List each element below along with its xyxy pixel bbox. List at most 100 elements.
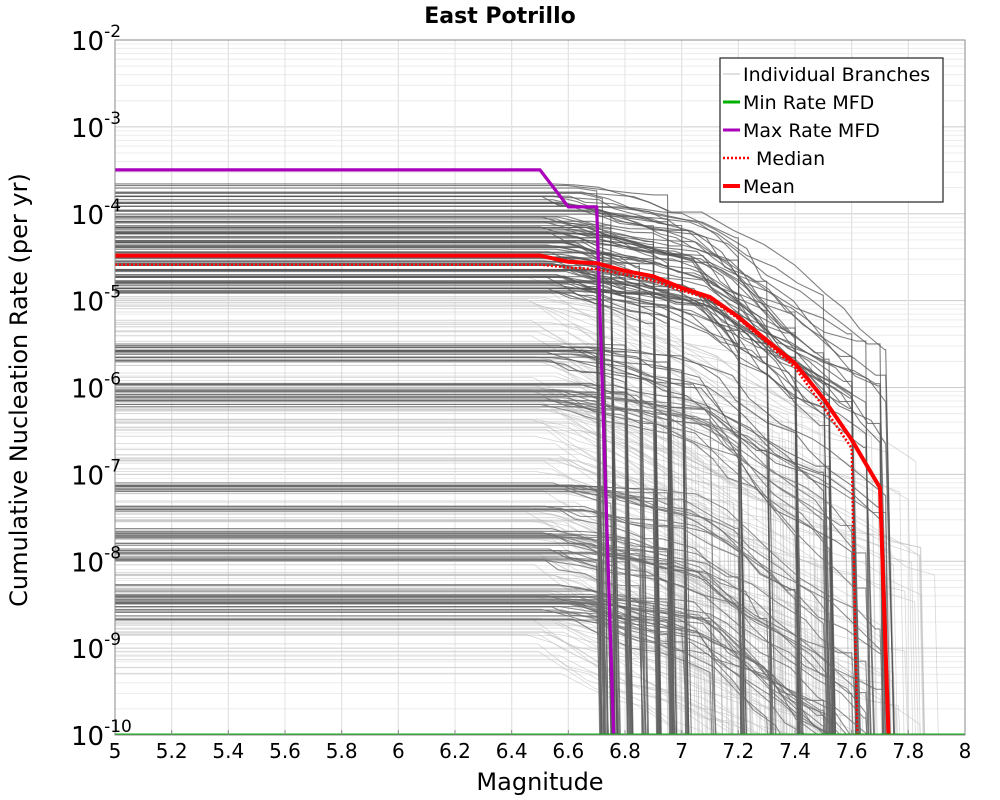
branch-line xyxy=(115,287,857,735)
series-line-max-rate-mfd xyxy=(115,168,616,735)
plot-frame xyxy=(114,39,966,736)
branch-line xyxy=(115,350,888,735)
branch-line xyxy=(115,535,869,735)
branch-line-light xyxy=(115,326,715,735)
branch-line xyxy=(115,598,869,735)
branch-line xyxy=(115,209,799,735)
branch-line-light xyxy=(115,421,743,735)
x-tick-label: 6.8 xyxy=(609,739,641,763)
branch-line xyxy=(115,274,835,735)
branch-line xyxy=(115,232,884,735)
branch-line xyxy=(115,544,869,735)
branch-line-light xyxy=(115,505,724,735)
branch-line xyxy=(115,553,891,735)
x-tick-label: 5.4 xyxy=(212,739,244,763)
branch-line xyxy=(115,353,834,735)
branch-line xyxy=(115,397,859,735)
y-tick-label: 10-2 xyxy=(71,22,121,57)
legend-label: Mean xyxy=(743,176,795,198)
branch-line xyxy=(115,213,771,735)
branch-line xyxy=(115,618,769,735)
branch-line xyxy=(115,395,716,735)
branch-line xyxy=(115,281,885,735)
y-tick-label: 10-3 xyxy=(71,109,121,144)
branch-line xyxy=(115,556,604,735)
x-tick-label: 6.4 xyxy=(496,739,528,763)
branch-line xyxy=(115,485,836,735)
branch-line xyxy=(115,601,825,735)
branch-line xyxy=(115,403,835,735)
branch-line xyxy=(115,237,895,735)
branch-line-light xyxy=(115,297,828,735)
branch-line xyxy=(115,611,782,735)
branch-line xyxy=(115,183,895,735)
branch-line xyxy=(115,603,820,735)
branch-line xyxy=(115,403,804,735)
x-tick-label: 7.6 xyxy=(836,739,868,763)
branch-line-light xyxy=(115,296,752,735)
branch-line xyxy=(115,220,886,735)
y-axis-ticks: 10-2 10-3 10-4 10-5 10-6 10-7 10-8 10-9 10-10 xyxy=(71,22,132,752)
branch-line xyxy=(115,191,745,735)
x-axis-label: Magnitude xyxy=(476,768,603,796)
branch-line xyxy=(115,187,605,735)
branch-line xyxy=(115,508,714,735)
y-tick-label: 10-8 xyxy=(71,543,121,578)
legend-label: Median xyxy=(756,148,825,170)
branch-line xyxy=(115,244,658,735)
branch-line xyxy=(115,551,854,735)
branch-line xyxy=(115,505,889,735)
branch-line xyxy=(115,195,772,735)
legend-box xyxy=(719,57,944,203)
branch-line-light xyxy=(115,331,826,735)
branch-line xyxy=(115,230,834,735)
branch-line xyxy=(115,291,836,735)
y-tick-label: 10-4 xyxy=(71,196,121,231)
branch-line xyxy=(115,397,602,735)
series-line-mean xyxy=(115,253,891,735)
branch-line-light xyxy=(115,321,696,735)
branch-line-light xyxy=(115,380,683,735)
branch-line-light xyxy=(115,633,725,735)
branch-line xyxy=(115,356,607,735)
branch-line xyxy=(115,195,742,735)
x-axis-ticks: 5 5.2 5.4 5.6 5.8 6 6.2 6.4 6.6 6.8 7 7.2 7.4 7.6 7.8 8 xyxy=(109,730,972,763)
x-tick-label: 5.6 xyxy=(269,739,301,763)
branch-line xyxy=(115,246,649,735)
x-tick-label: 5 xyxy=(109,739,122,763)
branch-line xyxy=(115,347,830,735)
branch-line-light xyxy=(115,302,793,735)
branch-line-light xyxy=(115,493,711,735)
branch-line xyxy=(115,602,630,735)
branch-line xyxy=(115,185,676,735)
series-line-median xyxy=(115,263,859,735)
legend-label: Individual Branches xyxy=(743,64,930,86)
branch-line-light xyxy=(115,643,763,735)
x-tick-label: 8 xyxy=(959,739,972,763)
branch-line xyxy=(115,559,632,735)
branch-line xyxy=(115,486,885,735)
branch-line xyxy=(115,383,858,735)
branch-line xyxy=(115,484,608,735)
branch-line xyxy=(115,210,689,735)
x-tick-label: 7.2 xyxy=(722,739,754,763)
branch-line xyxy=(115,351,832,735)
branch-line xyxy=(115,276,895,735)
branch-line-light xyxy=(115,621,763,735)
branch-line-light xyxy=(115,428,919,735)
branch-line xyxy=(115,221,861,735)
branch-line-light xyxy=(115,335,905,735)
branch-line xyxy=(115,560,744,735)
y-tick-label: 10-9 xyxy=(71,630,121,665)
x-tick-label: 6.6 xyxy=(552,739,584,763)
branch-line xyxy=(115,584,644,735)
summary-series xyxy=(115,168,965,735)
branch-line-light xyxy=(115,574,699,735)
branch-line xyxy=(115,210,661,735)
branch-line xyxy=(115,356,887,735)
branch-line xyxy=(115,507,615,735)
branch-line-light xyxy=(115,654,791,735)
branch-line-light xyxy=(115,511,854,735)
x-tick-label: 7.8 xyxy=(892,739,924,763)
